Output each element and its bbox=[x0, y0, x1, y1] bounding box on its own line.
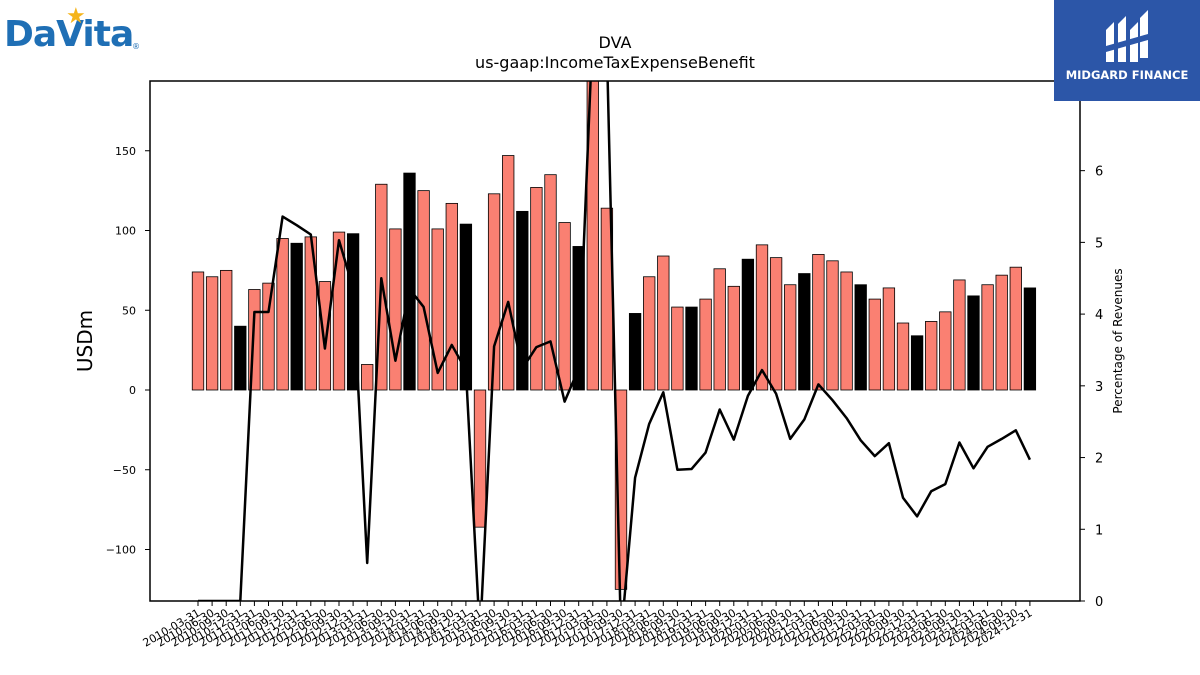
midgard-logo-icon bbox=[1106, 10, 1148, 62]
revenue-percentage-line bbox=[198, 81, 1032, 601]
bar-2015-06-30 bbox=[487, 193, 501, 391]
registered-mark: ® bbox=[132, 42, 140, 51]
bar-2012-06-30 bbox=[318, 281, 332, 391]
bar-2015-09-30 bbox=[502, 155, 515, 391]
bar-2019-12-31 bbox=[741, 258, 755, 391]
bar-2020-06-30 bbox=[769, 257, 783, 391]
bar-2011-06-30 bbox=[262, 282, 275, 391]
bar-2023-09-30 bbox=[953, 279, 966, 391]
bar-2022-06-30 bbox=[882, 287, 896, 391]
bar-2016-09-30 bbox=[558, 222, 571, 391]
chart-title: DVA bbox=[599, 33, 632, 52]
bar-2022-03-31 bbox=[868, 298, 881, 391]
midgard-logo-text: MIDGARD FINANCE bbox=[1065, 68, 1189, 82]
bar-2019-09-30 bbox=[727, 285, 740, 391]
y2-tick-label: 6 bbox=[1095, 165, 1103, 180]
midgard-finance-logo: MIDGARD FINANCE bbox=[1054, 0, 1200, 101]
bar-2013-12-31 bbox=[403, 172, 416, 391]
bar-2023-12-31 bbox=[967, 295, 980, 391]
davita-logo: DaVita ★ ® bbox=[4, 4, 144, 60]
bar-2017-12-31 bbox=[628, 313, 642, 391]
bar-2015-12-31 bbox=[516, 210, 529, 391]
line-group bbox=[198, 81, 1032, 601]
bar-2010-06-30 bbox=[205, 276, 219, 391]
bar-2021-06-30 bbox=[826, 260, 839, 391]
bar-2021-03-31 bbox=[812, 254, 825, 391]
bar-2022-12-31 bbox=[910, 335, 924, 391]
y2-tick-label: 5 bbox=[1095, 236, 1103, 251]
bar-2016-12-31 bbox=[572, 246, 585, 391]
bar-2011-03-31 bbox=[248, 289, 261, 391]
davita-logo-text: DaVita bbox=[4, 14, 134, 55]
x-axis: 2010-03-312010-06-302010-09-302010-12-31… bbox=[141, 601, 1034, 650]
bar-2016-06-30 bbox=[544, 174, 557, 391]
bar-2018-06-30 bbox=[657, 255, 670, 391]
bar-2020-03-31 bbox=[755, 244, 769, 391]
bar-2010-09-30 bbox=[220, 269, 233, 391]
bar-2016-03-31 bbox=[530, 187, 543, 391]
y-tick-label: −100 bbox=[106, 544, 136, 557]
bar-2014-09-30 bbox=[445, 202, 458, 391]
bar-2024-06-30 bbox=[995, 274, 1008, 391]
y-tick-label: 150 bbox=[115, 145, 136, 158]
bar-2021-12-31 bbox=[854, 284, 867, 391]
star-icon: ★ bbox=[66, 4, 86, 29]
y2-tick-label: 4 bbox=[1095, 308, 1103, 323]
y2-axis-label: Percentage of Revenues bbox=[1111, 268, 1125, 413]
bar-2023-06-30 bbox=[939, 311, 952, 391]
bar-2023-03-31 bbox=[925, 321, 938, 391]
bar-2012-09-30 bbox=[332, 231, 346, 391]
bar-2011-12-31 bbox=[290, 242, 303, 391]
y-tick-label: 50 bbox=[122, 304, 136, 317]
bar-2020-12-31 bbox=[798, 273, 811, 391]
y-tick-label: −50 bbox=[113, 464, 136, 477]
bar-2024-03-31 bbox=[981, 284, 994, 391]
bar-2024-12-31 bbox=[1023, 287, 1037, 391]
chart-subtitle: us-gaap:IncomeTaxExpenseBenefit bbox=[475, 53, 755, 72]
y-axis-right: 0 1 2 3 4 5 6 bbox=[1080, 165, 1103, 610]
y2-tick-label: 0 bbox=[1095, 595, 1103, 610]
bar-2011-09-30 bbox=[276, 238, 289, 391]
y-axis-label: USDm bbox=[73, 310, 97, 372]
y2-tick-label: 1 bbox=[1095, 523, 1103, 538]
bar-2024-09-30 bbox=[1009, 266, 1022, 391]
plot-frame bbox=[149, 80, 1081, 602]
bar-2015-03-31 bbox=[473, 389, 487, 528]
bar-2010-03-31 bbox=[191, 271, 205, 391]
bar-2018-09-30 bbox=[671, 306, 684, 391]
bar-2020-09-30 bbox=[784, 284, 797, 391]
bar-2010-12-31 bbox=[234, 325, 247, 391]
y-tick-label: 100 bbox=[115, 225, 136, 238]
bar-2021-09-30 bbox=[840, 271, 853, 391]
bar-2014-03-31 bbox=[417, 190, 430, 391]
y-axis-left: −100 −50 0 50 100 150 bbox=[106, 145, 150, 557]
bar-2014-06-30 bbox=[431, 228, 444, 391]
bar-2013-09-30 bbox=[389, 228, 402, 391]
bar-2018-12-31 bbox=[685, 306, 698, 391]
y2-tick-label: 2 bbox=[1095, 452, 1103, 467]
bar-2018-03-31 bbox=[643, 276, 656, 391]
bar-2019-03-31 bbox=[699, 298, 712, 391]
y-tick-label: 0 bbox=[129, 384, 136, 397]
bar-2019-06-30 bbox=[713, 268, 726, 391]
y2-tick-label: 3 bbox=[1095, 380, 1103, 395]
bar-2013-03-31 bbox=[361, 364, 374, 391]
bar-2022-09-30 bbox=[896, 322, 910, 391]
bar-2017-03-31 bbox=[586, 81, 599, 391]
